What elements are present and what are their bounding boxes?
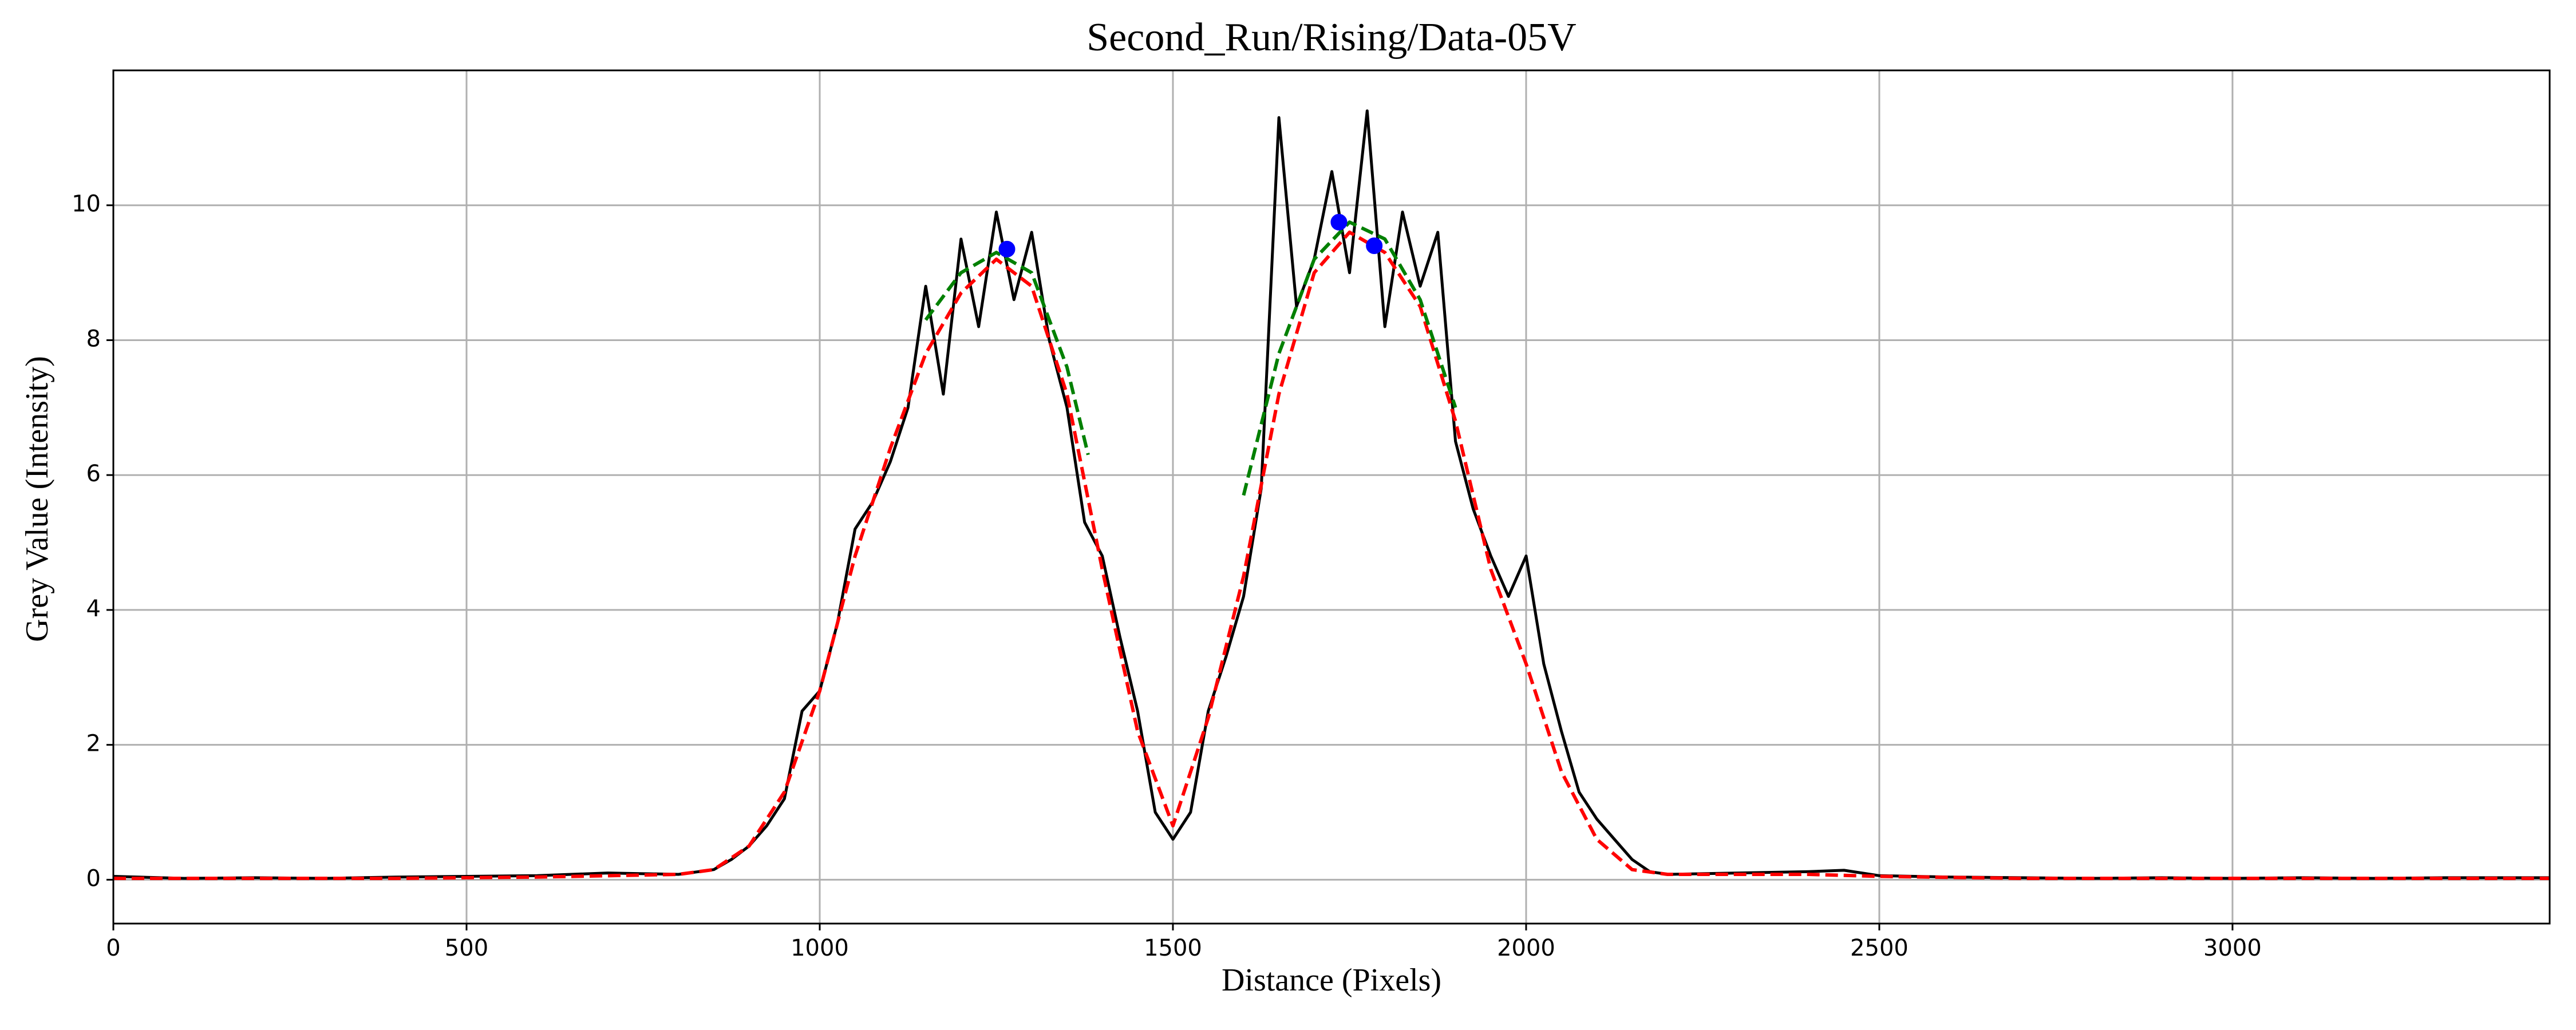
x-tick-label: 0: [106, 935, 120, 961]
x-tick-label: 2500: [1850, 935, 1909, 961]
y-tick-label: 8: [86, 326, 101, 352]
y-tick-label: 6: [86, 461, 101, 487]
data-line: [113, 109, 2550, 880]
x-tick-label: 3000: [2203, 935, 2262, 961]
y-tick-label: 2: [86, 731, 101, 757]
peak-marker: [1330, 213, 1348, 231]
data-line: [113, 230, 2550, 880]
y-tick-label: 0: [86, 865, 101, 892]
x-tick-label: 500: [445, 935, 488, 961]
y-axis-label: Grey Value (Intensity): [19, 356, 55, 642]
chart-title: Second_Run/Rising/Data-05V: [1086, 15, 1576, 60]
peak-marker: [1366, 237, 1383, 254]
plot-frame: [112, 69, 2551, 925]
data-line: [1242, 220, 1457, 496]
y-tick-label: 4: [86, 596, 101, 622]
x-axis-label: Distance (Pixels): [1222, 962, 1441, 998]
x-tick-label: 1000: [791, 935, 849, 961]
x-tick-label: 2000: [1497, 935, 1555, 961]
peak-marker: [998, 240, 1016, 258]
y-tick-label: 10: [72, 191, 101, 217]
x-tick-label: 1500: [1144, 935, 1202, 961]
data-line: [924, 251, 1090, 455]
